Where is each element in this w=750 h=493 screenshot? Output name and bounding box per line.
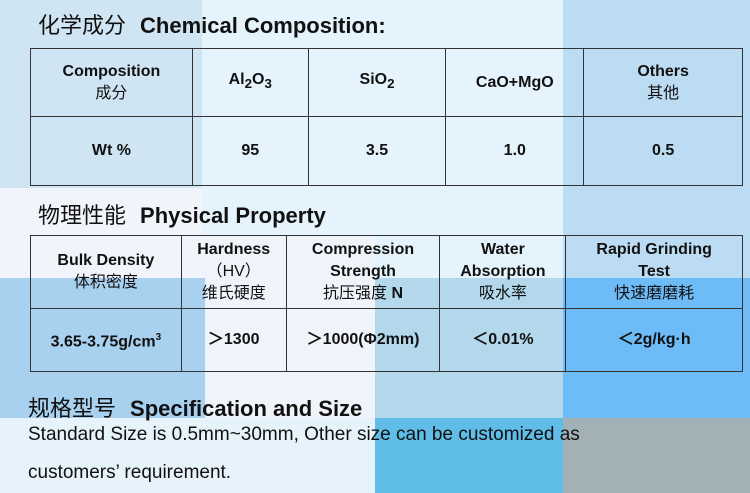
header-cell: Bulk Density 体积密度	[30, 235, 182, 309]
chemical-title: 化学成分 Chemical Composition:	[38, 8, 386, 40]
value-cell: 1.0	[445, 116, 585, 186]
formula: SiO	[359, 71, 388, 89]
header-en: （HV）	[206, 263, 261, 280]
header-en: Compression	[311, 241, 415, 258]
header-cn: 成分	[95, 84, 128, 102]
header-row: Bulk Density 体积密度 Hardness （HV） 维氏硬度 Compre…	[30, 235, 743, 309]
header-en: Absorption	[460, 263, 546, 280]
header-cell: Compression Strength 抗压强度 N	[285, 235, 441, 309]
header-cell: SiO2	[307, 48, 447, 117]
spec-line-2: customers’ requirement.	[28, 462, 232, 483]
header-cn: 吸水率	[478, 285, 527, 302]
title-en: Chemical Composition:	[140, 13, 386, 38]
header-en: Others	[637, 62, 689, 80]
header-cell: Al2O3	[191, 48, 309, 117]
header-cn: 其他	[647, 84, 680, 102]
value: 3.65-3.75g/cm	[50, 333, 156, 351]
header-row: Composition 成分 Al2O3 SiO2 CaO+MgO Others 其…	[30, 48, 743, 117]
header-cn: 体积密度	[73, 274, 138, 291]
header-cell: Composition 成分	[30, 48, 193, 117]
title-en: Physical Property	[140, 203, 326, 228]
value-cell: ＜2g/kg·h	[565, 308, 743, 372]
value-row: Wt % 95 3.5 1.0 0.5	[30, 116, 743, 186]
value-row: 3.65-3.75g/cm3 ＞1300 ＞1000(Φ2mm) ＜0.01% …	[30, 308, 743, 372]
spec-title: 规格型号 Specification and Size	[28, 391, 362, 423]
header-en: Water	[480, 241, 525, 258]
header-cell: CaO+MgO	[445, 48, 585, 117]
header-cn: 维氏硬度	[201, 285, 266, 302]
bg-block	[375, 418, 563, 493]
header-en: Composition	[62, 62, 161, 80]
header-cn: 快速磨磨耗	[614, 285, 695, 302]
formula-sub: 3	[264, 76, 272, 92]
header-en: Bulk Density	[57, 252, 155, 269]
title-cn: 物理性能	[38, 203, 127, 228]
title-en: Specification and Size	[130, 396, 363, 421]
formula-sub: 2	[387, 76, 395, 92]
chemical-table: Composition 成分 Al2O3 SiO2 CaO+MgO Others 其…	[30, 48, 743, 186]
physical-title: 物理性能 Physical Property	[38, 198, 326, 230]
value-cell: 0.5	[583, 116, 743, 186]
spec-line-1: Standard Size is 0.5mm~30mm, Other size …	[28, 424, 580, 445]
value-cell: ＞1000(Φ2mm)	[285, 308, 441, 372]
header-cell: Hardness （HV） 维氏硬度	[180, 235, 287, 309]
formula-sub: 2	[244, 76, 252, 92]
header-cell: Water Absorption 吸水率	[439, 235, 567, 309]
bg-block	[563, 418, 750, 493]
header-en: Rapid Grinding	[596, 241, 712, 258]
title-cn: 规格型号	[28, 396, 117, 421]
header-cell: Rapid Grinding Test 快速磨磨耗	[565, 235, 743, 309]
header-en: Test	[638, 263, 671, 280]
value-cell: ＞1300	[180, 308, 287, 372]
superscript: 3	[155, 331, 162, 343]
header-cn: 抗压强度	[323, 285, 388, 302]
value-cell: 3.5	[307, 116, 447, 186]
physical-table: Bulk Density 体积密度 Hardness （HV） 维氏硬度 Compre…	[30, 235, 743, 372]
header-cell: Others 其他	[583, 48, 743, 117]
unit: N	[391, 285, 404, 302]
formula: O	[252, 71, 265, 89]
header-en: Strength	[330, 263, 396, 280]
formula: Al	[228, 71, 245, 89]
value-cell: 95	[191, 116, 309, 186]
bg-block	[0, 418, 375, 493]
value-cell: Wt %	[30, 116, 193, 186]
header-en: Hardness	[197, 241, 271, 258]
value-cell: ＜0.01%	[439, 308, 567, 372]
value-cell: 3.65-3.75g/cm3	[30, 308, 182, 372]
title-cn: 化学成分	[38, 13, 127, 38]
